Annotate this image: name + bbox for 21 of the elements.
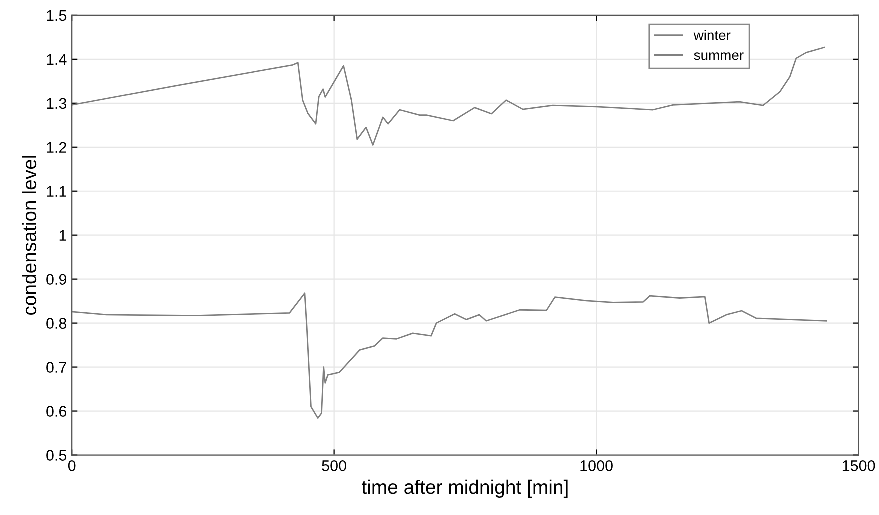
x-tick-label: 500	[322, 460, 346, 472]
y-tick-label: 1.3	[47, 98, 67, 110]
y-tick-label: 1	[60, 230, 66, 241]
y-tick-label: 1.4	[47, 54, 67, 65]
x-axis-title: time after midnight [min]	[362, 480, 568, 498]
x-tick-label: 0	[68, 460, 76, 472]
y-axis-title: condensation level	[22, 156, 37, 316]
y-tick-label: 0.8	[46, 318, 67, 330]
legend-label: winter	[694, 30, 731, 40]
line-series	[72, 46, 826, 146]
y-tick-label: 1.2	[47, 142, 66, 153]
line-series	[72, 292, 828, 420]
y-tick-label: 0.5	[46, 450, 67, 461]
x-tick-label: 1500	[842, 460, 876, 472]
y-tick-label: 0.6	[46, 406, 67, 417]
y-tick-label: 1.5	[47, 10, 67, 22]
y-tick-label: 1.1	[47, 186, 66, 197]
y-tick-label: 0.7	[46, 362, 66, 373]
legend-label: summer	[694, 52, 744, 60]
x-tick-label: 1000	[580, 460, 613, 472]
y-tick-label: 0.9	[46, 274, 66, 286]
